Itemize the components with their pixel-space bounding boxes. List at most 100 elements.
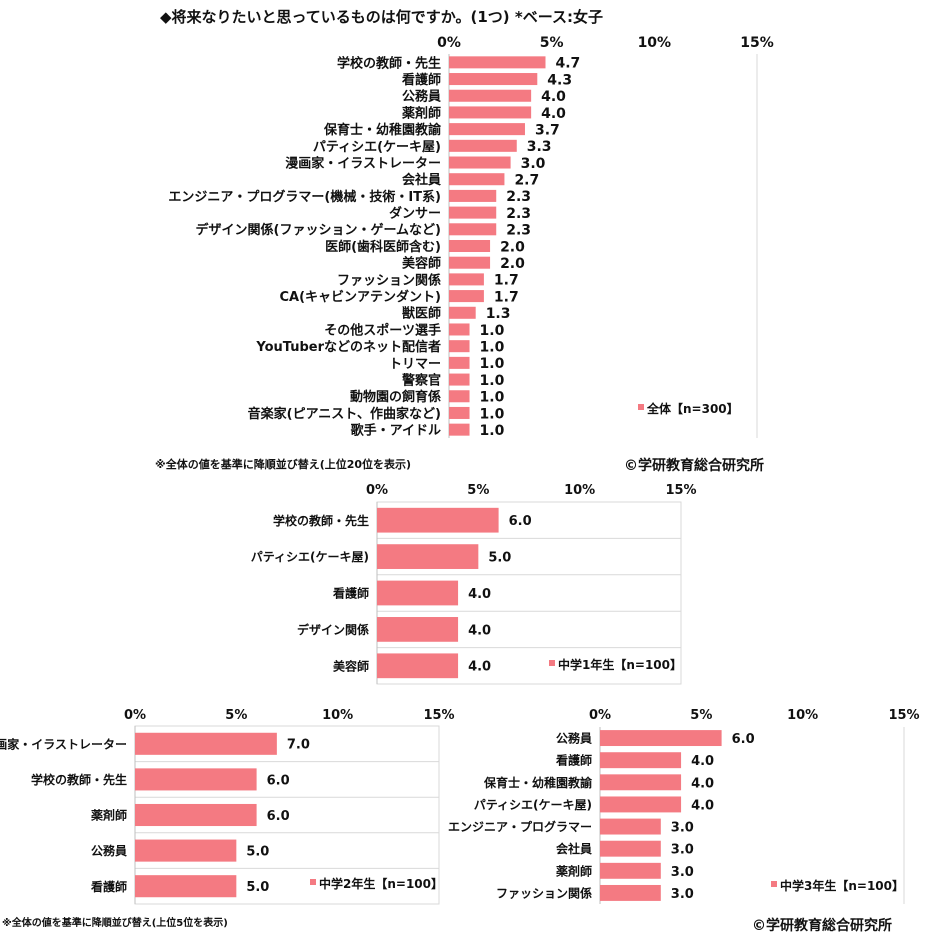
chart-4-bar	[600, 840, 661, 857]
chart-3-bar	[135, 839, 237, 862]
chart-1-category-label: ファッション関係	[337, 272, 441, 288]
chart-2-category-label: 看護師	[333, 586, 369, 601]
chart-1-category-label: 警察官	[402, 373, 441, 389]
chart-3-legend-label: 中学2年生【n=100】	[319, 876, 443, 891]
chart-1-category-label: 保育士・幼稚園教諭	[323, 122, 442, 138]
chart-1-value-label: 1.0	[480, 423, 505, 439]
chart-2-bar	[377, 617, 459, 642]
chart-2-tick-label: 0%	[366, 483, 388, 498]
chart-1-category-label: デザイン関係(ファッション・ゲームなど)	[196, 222, 442, 238]
chart-1-value-label: 2.3	[506, 189, 531, 205]
chart-3-category-label: 公務員	[91, 843, 127, 858]
chart-1-value-label: 2.7	[514, 173, 539, 189]
chart-4-value-label: 3.0	[671, 843, 694, 858]
chart-4-tick-label: 15%	[888, 708, 919, 723]
chart-1-value-label: 1.0	[480, 373, 505, 389]
chart-2-tick-label: 15%	[665, 483, 696, 498]
page-title: ◆将来なりたいと思っているものは何ですか。(1つ) *ベース:女子	[160, 8, 603, 26]
chart-4-value-label: 3.0	[671, 887, 694, 902]
chart-1-category-label: 医師(歯科医師含む)	[325, 239, 441, 255]
chart-2-category-label: デザイン関係	[297, 622, 369, 637]
chart-4-value-label: 4.0	[691, 798, 714, 813]
chart-1-category-label: ダンサー	[389, 206, 441, 222]
chart-1-bar	[449, 423, 470, 436]
chart-2-bar	[377, 507, 499, 533]
chart-2-legend-label: 中学1年生【n=100】	[558, 657, 682, 672]
chart-3-category-label: 看護師	[91, 879, 127, 894]
chart-1-category-label: 会社員	[402, 172, 441, 188]
chart-1-category-label: エンジニア・プログラマー(機械・技術・IT系)	[168, 189, 441, 205]
chart-1-value-label: 1.3	[486, 306, 511, 322]
chart-1-category-label: 歌手・アイドル	[351, 423, 441, 439]
chart-4-value-label: 6.0	[732, 732, 755, 747]
chart-1-bar	[449, 173, 505, 186]
chart-1-bar	[449, 73, 538, 86]
chart-1-bar	[449, 189, 497, 202]
chart-4-legend-label: 中学3年生【n=100】	[780, 878, 904, 893]
chart-1-bar	[449, 273, 484, 286]
chart-4-bar	[600, 752, 682, 769]
chart-1-bar	[449, 340, 470, 353]
bottom-copyright: ©学研教育総合研究所	[752, 918, 892, 934]
chart-2-legend-swatch	[549, 660, 555, 666]
chart-3-tick-label: 10%	[322, 708, 353, 723]
chart-4-category-label: エンジニア・プログラマー	[448, 819, 592, 834]
chart-4-legend-swatch	[771, 881, 777, 887]
chart-4-tick-label: 0%	[589, 708, 611, 723]
chart-2-value-label: 5.0	[488, 551, 511, 566]
chart-4-value-label: 3.0	[671, 821, 694, 836]
chart-1-legend-swatch	[638, 404, 644, 410]
chart-1-bar	[449, 206, 497, 219]
chart-4-bar	[600, 774, 682, 791]
chart-1-category-label: 学校の教師・先生	[337, 55, 441, 71]
chart-2-tick-label: 5%	[467, 483, 489, 498]
chart-1-bar	[449, 290, 484, 303]
chart-1-bar	[449, 406, 470, 419]
chart-1-value-label: 1.7	[494, 273, 519, 289]
chart-1-value-label: 3.7	[535, 122, 560, 138]
chart-1-value-label: 4.0	[541, 89, 566, 105]
chart-1-bar	[449, 56, 546, 69]
chart-2-category-label: 美容師	[333, 658, 369, 673]
chart-3-bar	[135, 875, 237, 898]
chart-1-tick-label: 5%	[540, 35, 564, 51]
chart-4-bar	[600, 884, 661, 901]
chart-2-value-label: 4.0	[468, 623, 491, 638]
chart-1-bar	[449, 356, 470, 369]
chart-4-category-label: 薬剤師	[556, 863, 592, 878]
chart-3-value-label: 5.0	[246, 880, 269, 895]
chart-1-category-label: トリマー	[389, 357, 441, 372]
chart-4-value-label: 3.0	[671, 865, 694, 880]
chart-1-value-label: 1.0	[480, 323, 505, 339]
chart-3-legend-swatch	[310, 879, 316, 885]
chart-1-value-label: 1.0	[480, 406, 505, 422]
chart-1-bar	[449, 323, 470, 336]
chart-1-bar	[449, 139, 517, 152]
chart-1-value-label: 1.7	[494, 289, 519, 305]
chart-3-category-label: 薬剤師	[91, 808, 127, 823]
chart-4-bar	[600, 730, 722, 747]
chart-1-bar	[449, 373, 470, 386]
chart-1-category-label: 看護師	[402, 72, 441, 88]
chart-3-category-label: 漫画家・イラストレーター	[0, 736, 127, 751]
chart-2-tick-label: 10%	[564, 483, 595, 498]
chart-3-value-label: 6.0	[267, 809, 290, 824]
chart-1-category-label: パティシエ(ケーキ屋)	[313, 140, 441, 155]
chart-4-tick-label: 10%	[787, 708, 818, 723]
chart-2-value-label: 4.0	[468, 660, 491, 675]
chart-3-bar	[135, 803, 257, 827]
chart-1-bar	[449, 89, 532, 102]
chart-1-value-label: 2.0	[500, 239, 525, 255]
chart-1-copyright: ©学研教育総合研究所	[624, 458, 764, 474]
chart-1-category-label: CA(キャビンアテンダント)	[280, 289, 442, 305]
chart-1-bar	[449, 223, 497, 236]
chart-1-bar	[449, 256, 491, 269]
chart-1-value-label: 1.0	[480, 356, 505, 372]
chart-4-category-label: 保育士・幼稚園教諭	[483, 775, 593, 790]
chart-1-tick-label: 0%	[437, 35, 461, 51]
chart-2-value-label: 4.0	[468, 587, 491, 602]
chart-1-bar	[449, 106, 532, 119]
chart-2-category-label: パティシエ(ケーキ屋)	[251, 550, 369, 564]
chart-4-bar	[600, 796, 682, 813]
